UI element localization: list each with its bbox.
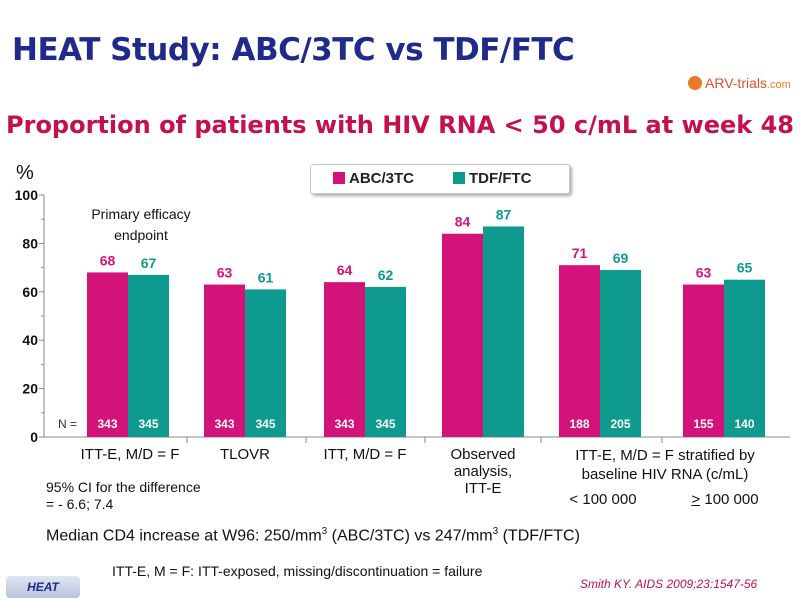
category-observed-line1: Observed (450, 446, 516, 463)
legend-swatch-tdfftc (453, 172, 465, 184)
logo-text: ARV-trials (705, 75, 767, 91)
data-label: 69 (613, 250, 629, 266)
bar-tdfftc (600, 270, 641, 437)
heat-footer-tab: HEAT (6, 576, 80, 598)
category-observed-line3: ITT-E (464, 480, 502, 497)
bar-abc3tc (204, 284, 245, 437)
data-label: 67 (141, 255, 157, 271)
label-layer: N = 68 343 63 343 64 343 84 71 188 63 155 67 345 61 345… (58, 206, 755, 431)
y-tick-label: 40 (22, 332, 38, 348)
cd4-sup2: 3 (492, 526, 499, 537)
category-stratified-line1: ITT-E, M/D = F stratified by (575, 447, 755, 464)
bar-tdfftc (245, 289, 286, 437)
cd4-statement: Median CD4 increase at W96: 250/mm3 (ABC… (46, 526, 580, 545)
bar-layer (87, 226, 765, 437)
legend-label-abc3tc: ABC/3TC (349, 170, 415, 187)
footnote: ITT-E, M = F: ITT-exposed, missing/disco… (112, 563, 483, 579)
citation: Smith KY. AIDS 2009;23:1547-56 (580, 577, 758, 591)
category-label-tlovr: TLOVR (219, 446, 270, 463)
cd4-sup1: 3 (321, 526, 328, 537)
bar-abc3tc (683, 284, 724, 437)
data-label: 87 (496, 206, 512, 222)
n-count-label: 205 (610, 417, 630, 431)
n-count-label: 345 (255, 417, 275, 431)
n-count-label: 343 (214, 417, 234, 431)
subgroup-label-high: > 100 000 (670, 491, 780, 508)
data-label: 64 (337, 262, 353, 278)
legend-item-abc3tc: ABC/3TC (333, 170, 414, 187)
data-label: 63 (217, 265, 233, 281)
bar-abc3tc (87, 272, 128, 437)
data-label: 62 (378, 267, 394, 283)
category-observed-line2: analysis, (453, 463, 513, 480)
bar-tdfftc (724, 279, 765, 437)
n-count-label: 188 (569, 417, 589, 431)
data-label: 84 (455, 214, 471, 230)
n-count-label: 343 (97, 417, 117, 431)
cd4-pre: Median CD4 increase at W96: 250/mm (46, 527, 322, 545)
ge-symbol: > (691, 491, 701, 508)
bar-tdfftc (483, 226, 524, 437)
data-label: 61 (258, 269, 274, 285)
legend-swatch-abc3tc (333, 172, 345, 184)
legend: ABC/3TC TDF/FTC (310, 164, 570, 194)
chart-title: Proportion of patients with HIV RNA < 50… (6, 111, 794, 139)
data-label: 65 (737, 260, 753, 276)
n-prefix-label: N = (58, 417, 77, 431)
bar-tdfftc (128, 274, 169, 437)
bar-tdfftc (365, 286, 406, 437)
legend-label-tdfftc: TDF/FTC (469, 170, 532, 187)
n-count-label: 343 (334, 417, 354, 431)
ci-note-line2: = - 6.6; 7.4 (46, 496, 114, 512)
bar-abc3tc (559, 265, 600, 437)
data-label: 71 (572, 245, 588, 261)
y-tick-label: 20 (22, 381, 38, 397)
y-tick-label: 80 (22, 235, 38, 251)
n-count-label: 155 (693, 417, 713, 431)
n-count-label: 345 (375, 417, 395, 431)
subgroup-label-low: < 100 000 (569, 491, 637, 508)
category-label-observed: Observed analysis, ITT-E (428, 446, 538, 497)
category-stratified-line2: baseline HIV RNA (c/mL) (581, 466, 749, 483)
ci-note: 95% CI for the difference = - 6.6; 7.4 (46, 479, 201, 513)
category-label-stratified: ITT-E, M/D = F stratified by baseline HI… (540, 446, 790, 484)
y-tick-label: 100 (15, 187, 39, 203)
logo-circle-icon (688, 76, 702, 90)
y-tick-label: 0 (30, 429, 38, 445)
n-count-label: 140 (734, 417, 754, 431)
category-label-itt: ITT, M/D = F (323, 446, 407, 463)
arv-trials-logo: ARV-trials.com (688, 75, 791, 91)
legend-item-tdfftc: TDF/FTC (453, 170, 531, 187)
bar-abc3tc (442, 233, 483, 437)
data-label: 68 (100, 252, 116, 268)
primary-endpoint-line1: Primary efficacy (91, 206, 191, 222)
bar-abc3tc (324, 282, 365, 437)
category-label-itt-e: ITT-E, M/D = F (80, 446, 180, 463)
ci-note-line1: 95% CI for the difference (46, 479, 201, 495)
subgroup-high-value: 100 000 (700, 491, 759, 508)
y-tick-label: 60 (22, 284, 38, 300)
page-title: HEAT Study: ABC/3TC vs TDF/FTC (12, 32, 575, 68)
data-label: 63 (696, 265, 712, 281)
cd4-post: (TDF/FTC) (498, 527, 580, 545)
n-count-label: 345 (138, 417, 158, 431)
cd4-mid: (ABC/3TC) vs 247/mm (327, 527, 493, 545)
primary-endpoint-line2: endpoint (114, 227, 168, 243)
primary-endpoint-annotation: Primary efficacy endpoint (76, 204, 206, 246)
y-axis-label: % (16, 162, 34, 184)
logo-domain: .com (766, 79, 791, 91)
